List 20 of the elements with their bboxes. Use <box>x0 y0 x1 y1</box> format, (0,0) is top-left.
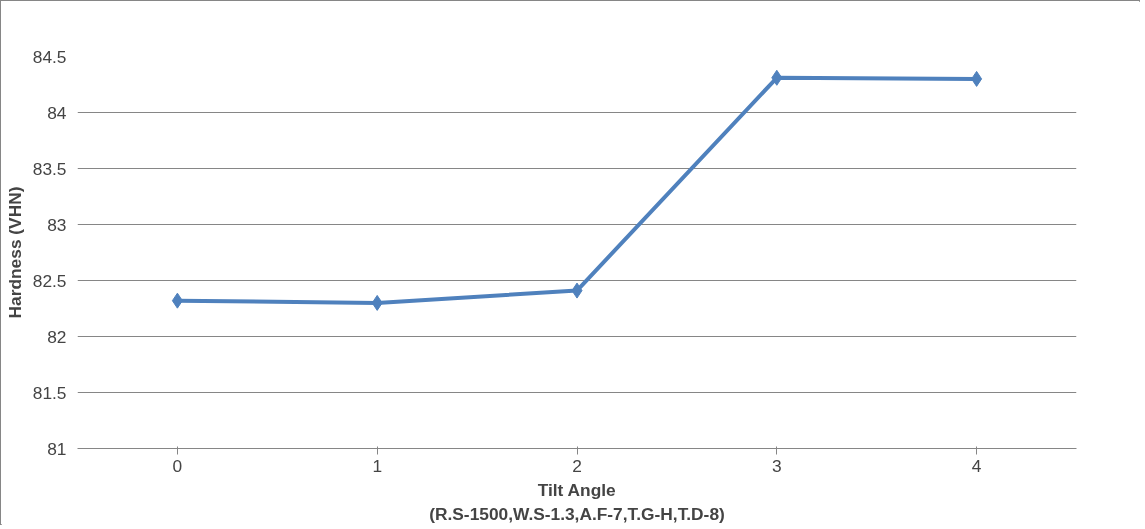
point <box>371 294 383 311</box>
x-tick-label: 4 <box>971 455 982 476</box>
y-tick-label: 84.5 <box>32 46 67 67</box>
point <box>171 292 183 309</box>
point <box>571 282 583 299</box>
y-tick-label: 81 <box>47 438 67 459</box>
x-tick-label: 1 <box>372 455 383 476</box>
y-tick-label: 81.5 <box>32 382 67 403</box>
x-tick-label: 2 <box>572 455 582 476</box>
x-axis-title: Tilt Angle (R.S-1500,W.S-1.3,A.F-7,T.G-H,T.D-8) <box>429 479 725 524</box>
y-tick-label: 83.5 <box>32 158 67 179</box>
x-tick-label: 0 <box>172 455 183 476</box>
y-tick-label: 83 <box>47 214 67 235</box>
point <box>771 69 783 86</box>
x-tick-label: 3 <box>771 455 782 476</box>
y-axis-title: Hardness (VHN) <box>4 186 25 319</box>
y-tick-label: 82 <box>47 326 67 347</box>
y-tick-label: 82.5 <box>32 270 67 291</box>
y-tick-label: 84 <box>47 102 67 123</box>
point <box>971 70 983 87</box>
